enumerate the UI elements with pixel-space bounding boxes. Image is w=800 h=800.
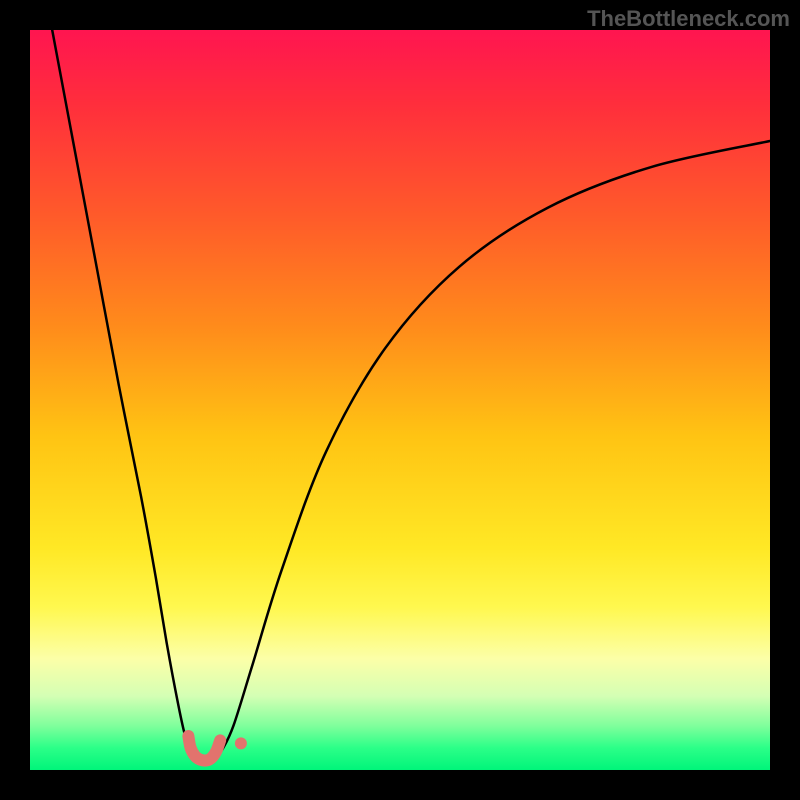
- plot-area: [30, 30, 770, 770]
- chart-root: TheBottleneck.com: [0, 0, 800, 800]
- marker-dot: [235, 737, 247, 749]
- gradient-background: [30, 30, 770, 770]
- watermark-text: TheBottleneck.com: [587, 6, 790, 32]
- bottleneck-chart: [30, 30, 770, 770]
